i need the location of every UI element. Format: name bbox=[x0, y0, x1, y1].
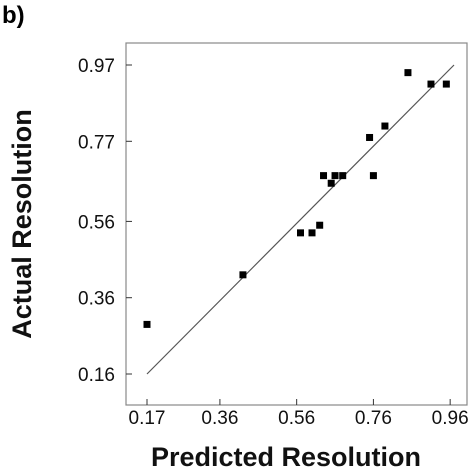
data-point bbox=[369, 172, 377, 180]
y-axis-title: Actual Resolution bbox=[7, 109, 37, 339]
data-point bbox=[339, 172, 347, 180]
panel-label: b) bbox=[2, 2, 25, 29]
data-point bbox=[327, 179, 335, 187]
data-point bbox=[442, 80, 450, 88]
x-axis-title: Predicted Resolution bbox=[151, 442, 421, 472]
x-tick-label: 0.96 bbox=[432, 408, 469, 429]
y-tick-label: 0.77 bbox=[78, 132, 115, 153]
data-point bbox=[381, 122, 389, 130]
x-axis: 0.17 0.36 0.56 0.76 0.96 bbox=[129, 399, 469, 429]
data-point bbox=[366, 133, 374, 141]
y-tick-label: 0.36 bbox=[78, 289, 115, 310]
y-tick-label: 0.56 bbox=[78, 212, 115, 233]
data-point bbox=[316, 221, 324, 229]
data-point bbox=[143, 320, 151, 328]
data-point bbox=[404, 69, 412, 77]
y-tick-label: 0.16 bbox=[78, 365, 115, 386]
data-point bbox=[320, 172, 328, 180]
y-tick-label: 0.97 bbox=[78, 56, 115, 77]
y-axis: 0.16 0.36 0.56 0.77 0.97 bbox=[78, 56, 132, 386]
data-point bbox=[308, 229, 316, 237]
data-point bbox=[427, 80, 435, 88]
x-tick-label: 0.76 bbox=[355, 408, 392, 429]
fit-line bbox=[146, 64, 455, 375]
data-point bbox=[239, 271, 247, 279]
data-point bbox=[297, 229, 304, 237]
x-tick-label: 0.17 bbox=[129, 408, 166, 429]
x-tick-label: 0.36 bbox=[201, 408, 238, 429]
x-tick-label: 0.56 bbox=[278, 408, 315, 429]
data-point bbox=[331, 172, 339, 180]
data-points bbox=[143, 69, 450, 328]
